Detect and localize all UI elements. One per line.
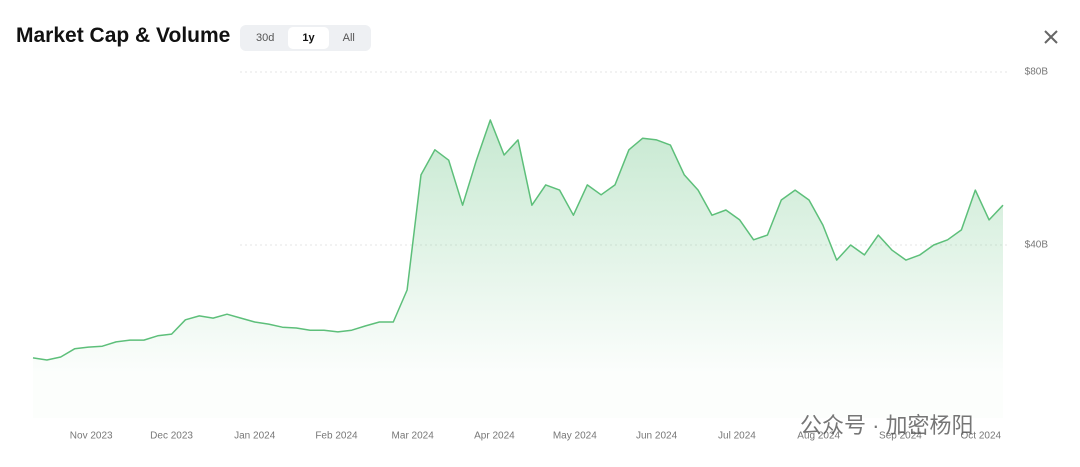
watermark: 公众号 · 加密杨阳 <box>800 413 974 438</box>
line <box>32 119 1004 361</box>
range-button[interactable]: 30d <box>256 32 275 44</box>
x-tick-label: Mar 2024 <box>392 431 435 442</box>
close-button[interactable] <box>1042 28 1060 46</box>
x-tick-label: Jan 2024 <box>234 431 276 442</box>
x-tick-label: Feb 2024 <box>315 431 358 442</box>
x-tick-label: Jun 2024 <box>636 431 678 442</box>
x-tick-label: Jul 2024 <box>718 431 756 442</box>
range-button[interactable]: All <box>342 32 355 44</box>
x-tick-label: Dec 2023 <box>150 431 193 442</box>
x-tick-label: Nov 2023 <box>70 431 113 442</box>
range-button[interactable]: 1y <box>288 27 329 49</box>
y-tick-label: $80B <box>1025 67 1049 78</box>
x-tick-label: May 2024 <box>553 431 597 442</box>
area-fill <box>33 120 1003 418</box>
range-buttons: 30d 1y All <box>240 25 371 51</box>
x-tick-label: Apr 2024 <box>474 431 515 442</box>
y-tick-label: $40B <box>1025 240 1049 251</box>
chart-title: Market Cap & Volume <box>16 24 231 47</box>
